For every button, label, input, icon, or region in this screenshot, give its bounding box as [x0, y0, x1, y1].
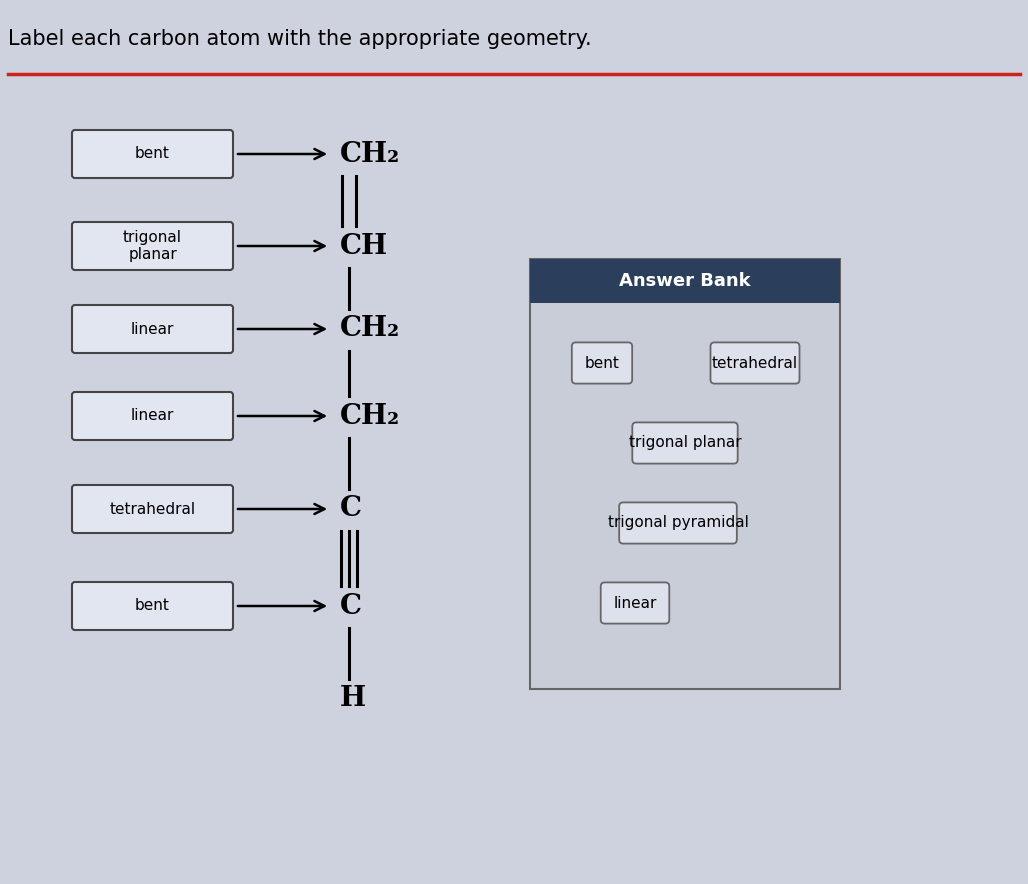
- FancyBboxPatch shape: [572, 342, 632, 384]
- Text: CH₂: CH₂: [340, 402, 400, 430]
- Text: linear: linear: [131, 322, 174, 337]
- Text: bent: bent: [135, 598, 170, 613]
- FancyBboxPatch shape: [600, 583, 669, 623]
- Text: linear: linear: [131, 408, 174, 423]
- FancyBboxPatch shape: [710, 342, 800, 384]
- Text: bent: bent: [135, 147, 170, 162]
- Text: tetrahedral: tetrahedral: [109, 501, 195, 516]
- Text: bent: bent: [585, 355, 620, 370]
- FancyBboxPatch shape: [619, 502, 737, 544]
- FancyBboxPatch shape: [530, 259, 840, 303]
- FancyBboxPatch shape: [72, 130, 233, 178]
- Text: C: C: [340, 496, 362, 522]
- Text: trigonal planar: trigonal planar: [629, 436, 741, 451]
- Text: Answer Bank: Answer Bank: [619, 272, 750, 290]
- Text: tetrahedral: tetrahedral: [712, 355, 798, 370]
- FancyBboxPatch shape: [72, 392, 233, 440]
- Text: trigonal
planar: trigonal planar: [123, 230, 182, 263]
- Text: trigonal pyramidal: trigonal pyramidal: [608, 515, 748, 530]
- Text: Label each carbon atom with the appropriate geometry.: Label each carbon atom with the appropri…: [8, 29, 592, 49]
- FancyBboxPatch shape: [530, 259, 840, 689]
- FancyBboxPatch shape: [72, 305, 233, 353]
- FancyBboxPatch shape: [72, 485, 233, 533]
- Text: C: C: [340, 592, 362, 620]
- Text: CH₂: CH₂: [340, 141, 400, 167]
- Text: linear: linear: [614, 596, 657, 611]
- FancyBboxPatch shape: [72, 582, 233, 630]
- Text: H: H: [340, 685, 366, 713]
- Text: CH: CH: [340, 232, 389, 260]
- FancyBboxPatch shape: [72, 222, 233, 270]
- Text: CH₂: CH₂: [340, 316, 400, 342]
- FancyBboxPatch shape: [632, 423, 738, 463]
